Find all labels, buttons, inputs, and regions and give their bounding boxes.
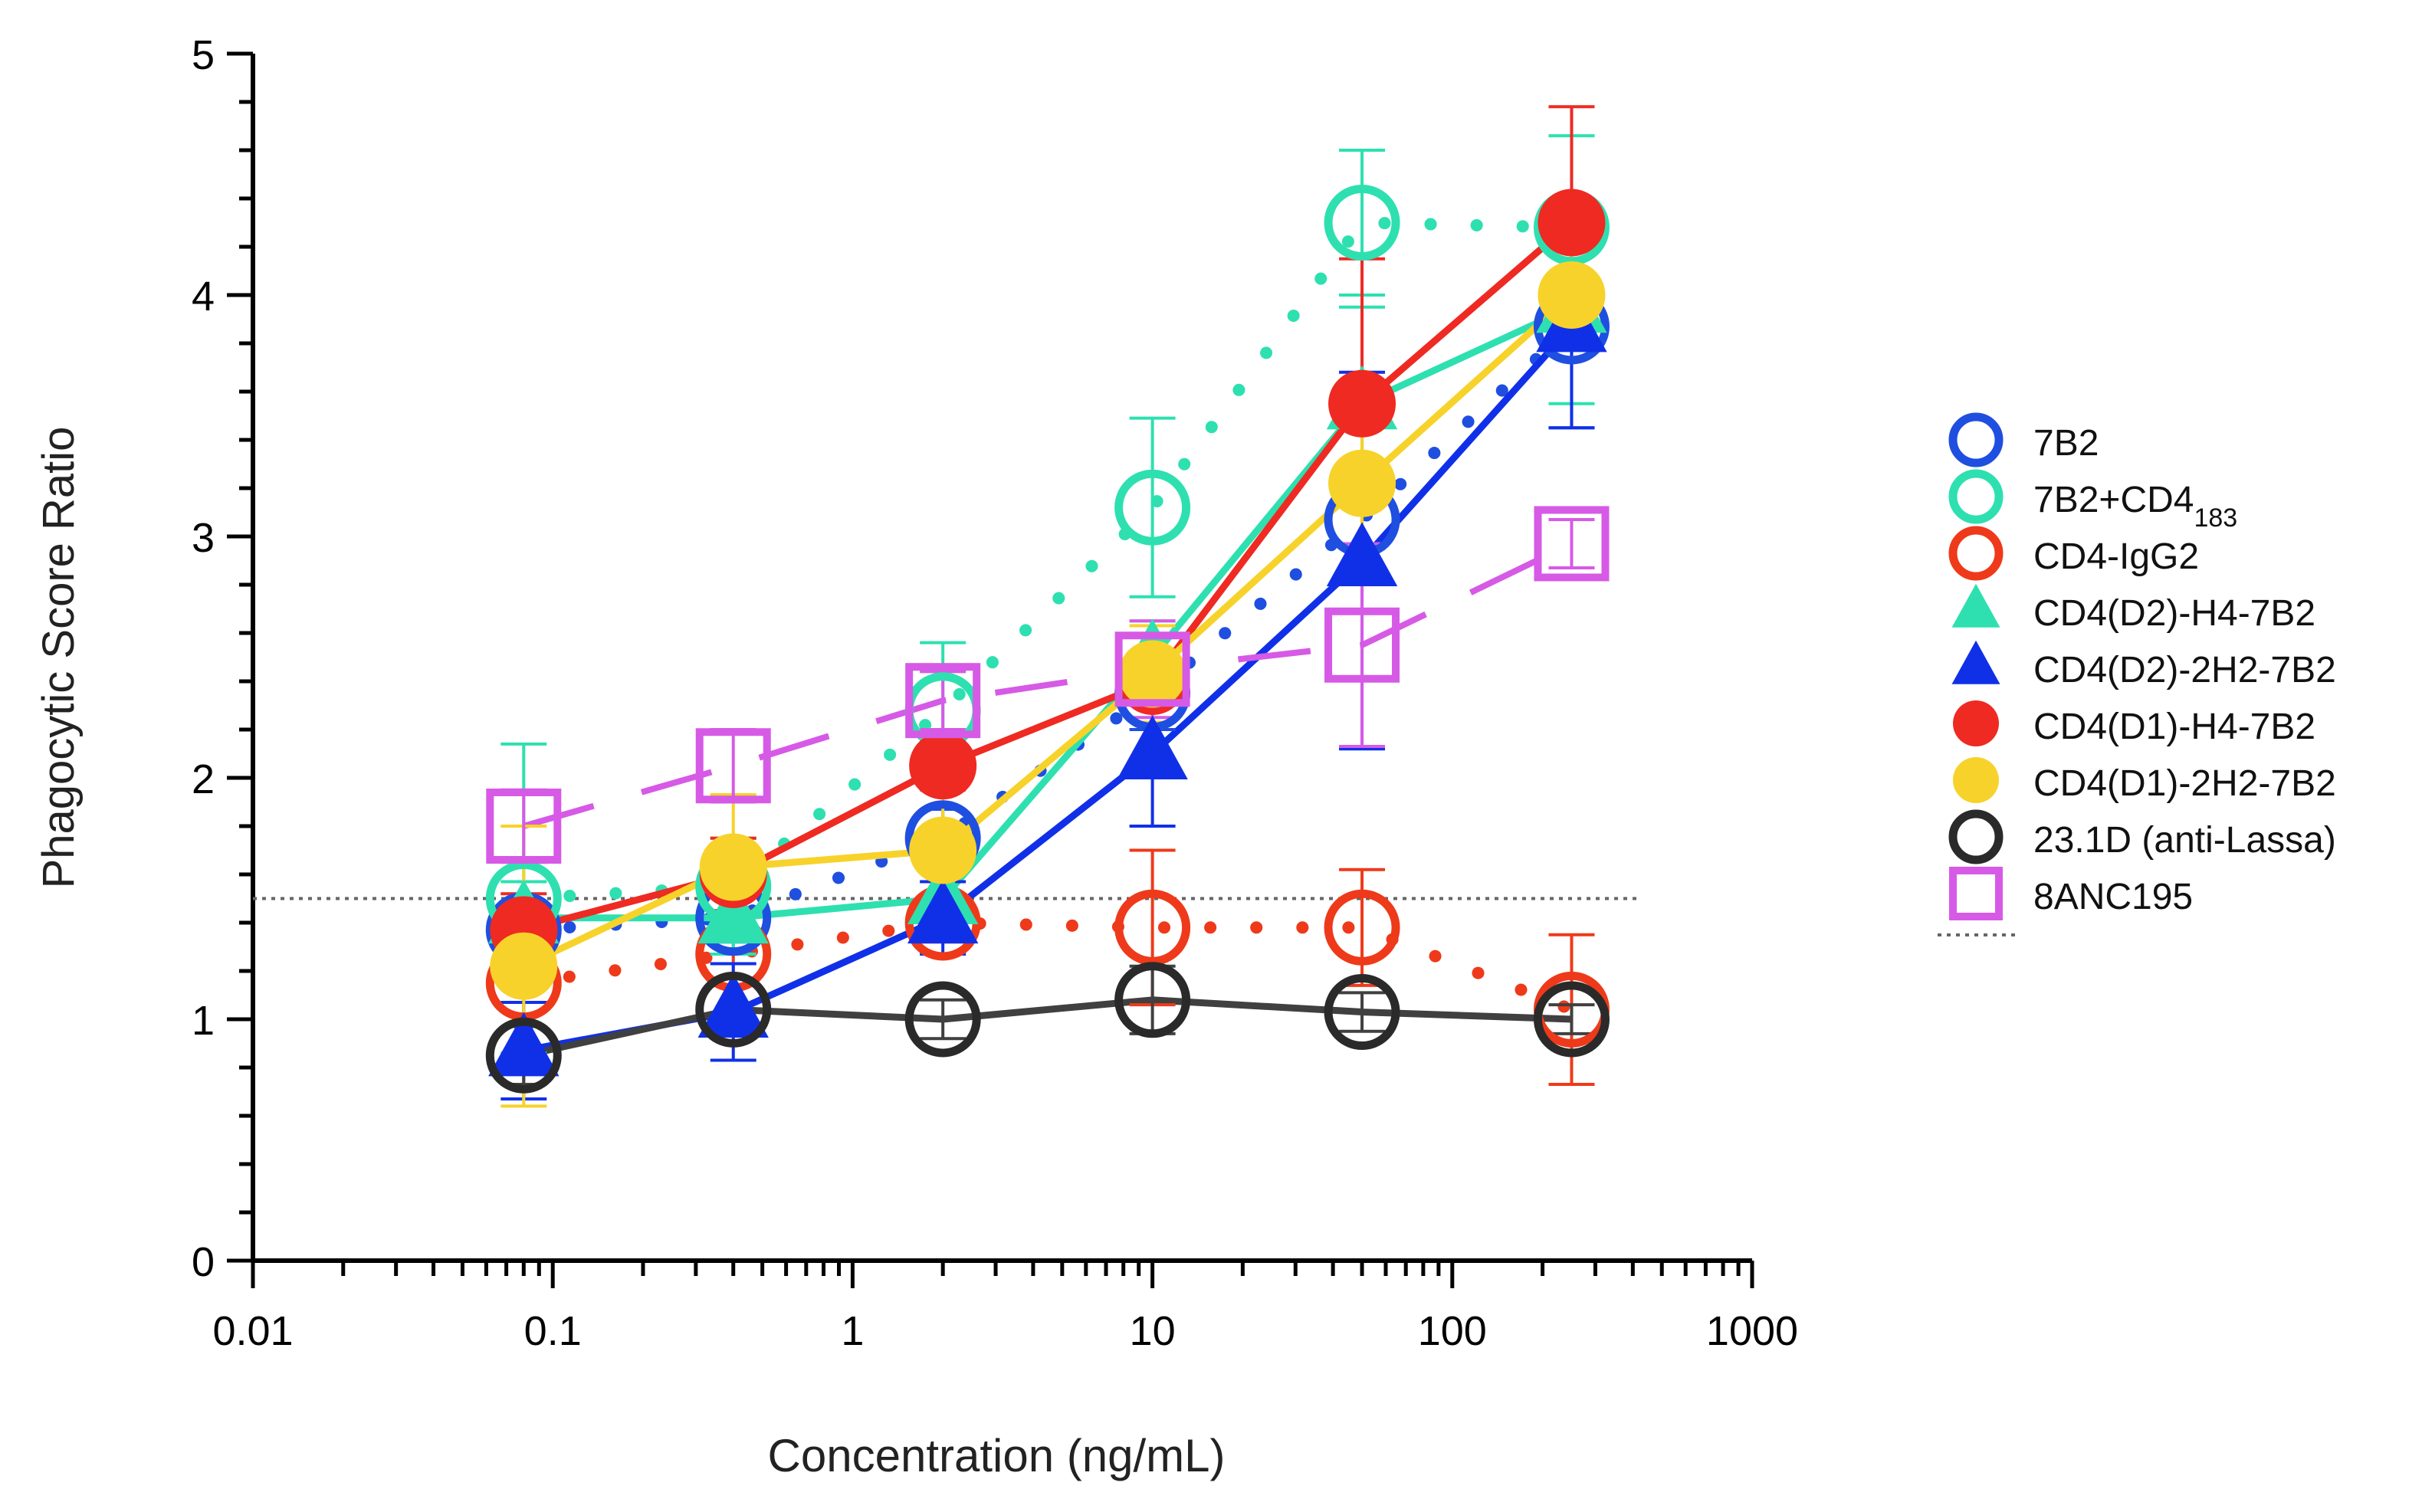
legend-item: CD4(D1)-H4-7B2 — [1953, 700, 2315, 747]
data-point — [1328, 369, 1396, 438]
series-line — [522, 292, 1574, 969]
legend-item: 7B2 — [1948, 412, 2099, 467]
legend-item: CD4(D1)-2H2-7B2 — [1953, 757, 2336, 804]
data-point — [1953, 700, 1999, 746]
data-points — [485, 185, 1610, 1094]
legend-label: 7B2 — [2033, 423, 2099, 464]
data-point — [1324, 185, 1400, 261]
legend-label: CD4(D1)-H4-7B2 — [2033, 707, 2315, 747]
legend-item: 8ANC195 — [1949, 867, 2193, 920]
series-line — [517, 216, 1578, 905]
data-point — [905, 663, 981, 739]
data-point — [1949, 867, 2003, 920]
axes: 0 1 2 3 4 5 0.01 0.1 1 10 100 1000 — [192, 32, 1798, 1354]
data-point — [1328, 449, 1396, 517]
y-tick-label: 3 — [192, 515, 215, 561]
data-point — [1538, 261, 1606, 329]
legend-label: CD4(D1)-2H2-7B2 — [2033, 763, 2336, 804]
data-point — [1114, 889, 1191, 966]
x-tick-label: 1 — [841, 1308, 864, 1354]
data-point — [695, 728, 771, 804]
data-point — [1117, 715, 1188, 779]
legend-label: 8ANC195 — [2033, 877, 2193, 917]
series-line — [523, 220, 1574, 933]
data-point — [488, 1012, 560, 1077]
data-point — [1533, 981, 1610, 1058]
data-point — [1118, 640, 1186, 708]
legend-label: 23.1D (anti-Lassa) — [2033, 820, 2336, 861]
series-line — [517, 917, 1578, 1016]
series-lines — [517, 216, 1578, 1059]
data-point — [1948, 469, 2004, 524]
data-point — [1114, 631, 1190, 707]
series-line — [523, 303, 1574, 922]
data-point — [1324, 889, 1400, 966]
data-point — [697, 973, 769, 1038]
legend-item: CD4-IgG2 — [1948, 526, 2199, 581]
legend-item: 23.1D (anti-Lassa) — [1948, 809, 2336, 864]
y-axis-title: Phagocytic Score Ratio — [34, 427, 84, 889]
series-line — [523, 540, 1574, 829]
data-point — [1326, 522, 1398, 586]
x-tick-label: 0.01 — [212, 1308, 293, 1354]
data-point — [1948, 809, 2004, 864]
legend-item: CD4(D2)-2H2-7B2 — [1951, 640, 2336, 690]
data-point — [1534, 506, 1610, 582]
x-tick-label: 100 — [1418, 1308, 1487, 1354]
legend-label: CD4(D2)-2H2-7B2 — [2033, 650, 2336, 690]
data-point — [909, 816, 977, 884]
data-point — [697, 879, 769, 944]
data-point — [1114, 962, 1191, 1038]
data-point — [485, 1017, 562, 1094]
series-line — [523, 996, 1572, 1059]
data-point — [1948, 412, 2004, 467]
series-line — [517, 320, 1578, 936]
legend-item: CD4(D2)-H4-7B2 — [1951, 583, 2315, 634]
y-tick-label: 0 — [192, 1239, 215, 1285]
data-point — [1951, 583, 2000, 628]
x-tick-label: 1000 — [1706, 1308, 1798, 1354]
legend-label: CD4(D2)-H4-7B2 — [2033, 593, 2315, 634]
data-point — [1114, 469, 1191, 546]
data-point — [904, 981, 981, 1058]
legend-label: CD4-IgG2 — [2033, 536, 2199, 577]
data-point — [695, 971, 772, 1048]
data-point — [1538, 189, 1606, 257]
y-tick-label: 1 — [192, 998, 215, 1044]
data-point — [1953, 757, 1999, 803]
y-tick-label: 4 — [192, 274, 215, 320]
data-point — [1324, 974, 1400, 1051]
data-point — [909, 732, 977, 800]
x-tick-label: 10 — [1130, 1308, 1176, 1354]
data-point — [1948, 526, 2004, 581]
legend-item: 7B2+CD4183 — [1948, 469, 2237, 533]
data-point — [907, 879, 979, 944]
data-point — [699, 833, 767, 901]
x-tick-label: 0.1 — [524, 1308, 582, 1354]
data-point — [486, 789, 562, 864]
y-tick-label: 5 — [192, 32, 215, 78]
y-tick-label: 2 — [192, 756, 215, 802]
x-axis-title: Concentration (ng/mL) — [768, 1430, 1226, 1481]
data-point — [1951, 640, 2000, 684]
data-point — [1324, 607, 1400, 683]
data-point — [490, 932, 558, 1000]
legend-label: 7B2+CD4183 — [2033, 480, 2237, 533]
